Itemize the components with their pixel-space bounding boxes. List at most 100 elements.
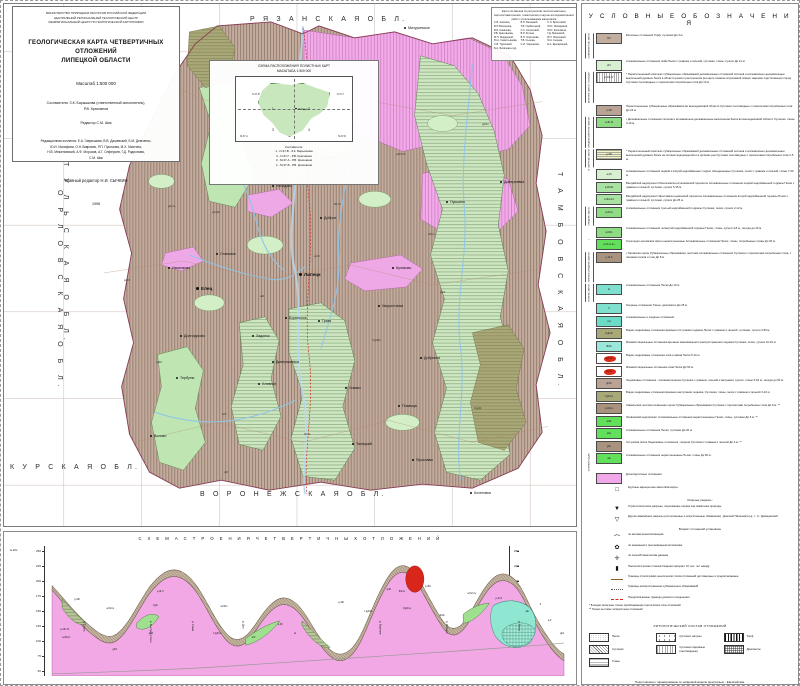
main-map[interactable]: Р Я З А Н С К А Я О Б Л. Т У Л Ь С К А Я… [3,3,577,527]
legend-panel[interactable]: У С Л О В Н Ы Е О Б О З Н А Ч Е Н И Я СО… [581,3,799,685]
legend-symbol-row[interactable]: □ Крупные карьеры вне масштаба карты. [611,486,795,494]
lithology-item: Глины [589,657,656,667]
quarry-symbol: □ [615,487,619,494]
legend-entry[interactable]: Дочетвертичные отложения. [585,472,795,484]
legend-entry-text: Аллювиальные отложения пойм Пески с грав… [626,60,746,64]
city-label: Хворостянка [377,304,404,308]
legend-strat-cell: НИЖНЕЕ ЗВЕНО [585,283,594,302]
legend-entry[interactable]: a,lIIIvld Валдайский надгоризонт Мончалов… [585,181,795,193]
legend-entry[interactable]: aIIlk Лихвинский надгоризонт Аллювиальные… [585,415,795,427]
unit-index-label: pIII [224,470,229,474]
legend-entry[interactable]: f,lgIIdn Водно-ледниковые отложения време… [585,328,795,339]
credit-name: В.И. Ковалева, [494,28,512,32]
legend-entry-text: Ледниковые отложения - основная морена С… [626,378,784,382]
cross-section-river-label: р. Сосна [82,621,86,632]
oblast-label-ryazan: Р Я З А Н С К А Я О Б Л. [250,16,408,23]
legend-swatch: p,dIII [596,149,622,161]
legend-strat-cell: I [588,239,591,241]
cross-section-unit-label: p,dIII [424,584,431,588]
legend-entry[interactable]: aIIs Аллювиальные отложения Пески, суглин… [585,428,795,439]
lithology-label: Пески [612,635,620,639]
legend-entry[interactable]: НИЖНЕЕ-СРЕДНЕЕ ЗВЕНЬЯ p,dI-II • Горовская … [585,251,795,283]
legend-swatch: p,dIIms [596,403,622,414]
legend-swatch: a,lIIms-dn [596,239,622,251]
inset-corner-se: M-37-Б [338,134,346,138]
legend-symbol-row[interactable]: ⌒ по мелким млекопитающим [611,533,795,542]
paleomagnetic-symbol: ✛ [614,555,620,562]
cross-section-unit-label: f,lgIIms [402,606,412,610]
legend-entry[interactable]: ЭОПЛЕЙСТОЦЕН aE Аллювиальные отложения нер… [585,453,795,471]
legend-entry[interactable]: СРЕДНЕЕ ЗВЕНО a,lIIms Аллювиальные отложен… [585,206,795,226]
legend-swatch-index: a,lIIms-dn [603,243,615,247]
legend-entry[interactable]: flIIdn Флювиогляциальные отложения времен… [585,340,795,352]
legend-line-row[interactable]: Границы распространения субаэральных обр… [611,585,795,593]
cross-section-y-tick: 175 [36,594,45,598]
legend-swatch: aE [596,453,622,464]
cross-section-title: С Х Е М А С Т Р О Е Н И Я Ч Е Т В Е Р Т … [138,536,442,541]
legend-entry[interactable]: gIIs Сетунская свита Ледниковые отложения… [585,440,795,452]
legend-symbol-row[interactable]: ▼ Стратотипические разрезы, подлежащие ох… [611,505,795,513]
legend-entry[interactable]: gIIdn Ледниковые отложения - основная мор… [585,378,795,389]
legend-entry[interactable]: ВЕРХНЕЕ ЗВЕНО p,dIII * Нерасчлененный комп… [585,149,795,168]
legend-entry[interactable]: III a,lIII Аллювиальные отложения первой и… [585,169,795,181]
legend-entry-text: Озерные отложения Глины, диатомиты До 25… [626,303,688,307]
legend-entry-text: Водно-ледниковые отложения озов и камов … [626,353,701,357]
legend-entry[interactable]: fgIIms Водно-ледниковые отложения озов и … [585,353,795,364]
city-label: Липецк [299,272,321,277]
legend-swatch-index: p,dIII [606,153,612,157]
legend-swatch-index: a,dII-III [604,121,614,125]
unit-index-label: a,lIV [314,254,321,258]
legend-swatch-index: aIIlk [606,419,612,423]
city-label: Мичуринское [403,26,431,30]
lithology-label: Торф [746,635,754,639]
cross-section-unit-label: a,lIIdn [220,605,228,609]
legend-entry[interactable]: aIV Аллювиальные отложения пойм Пески с г… [585,59,795,71]
legend-swatch-index: gIIs [606,444,612,448]
legend-entry[interactable]: a,lIIdn Аллювиальные отложения четвертой … [585,226,795,238]
reference-section-symbol: ▽ [614,516,620,523]
legend-symbol-row[interactable]: ▮ Палеолитическая стоянка Гагарино (возра… [611,565,795,573]
cross-section-unit-label: lI [539,603,542,607]
cross-section-unit-label: м абс. [10,548,19,552]
cross-section-y-tick: 225 [510,564,520,568]
chief-editor-line: Главный редактор Н.И. СЫЧКИН [64,178,128,184]
legend-entry[interactable]: СРЕДНЕЕ-ВЕРХНЕЕ ЗВЕНЬЯ a,dII-III • Делювиа… [585,117,795,148]
legend-footnotes: * В индекс включены только преобладающие… [585,604,795,612]
legend-entry-text: Савальская лессово-почвенная серия Субаэ… [626,403,780,407]
legend-entry[interactable]: fIIms Флювиогляциальные отложения озов Пе… [585,365,795,377]
legend-line-row[interactable]: Предполагаемые границы донского оледенен… [611,596,795,604]
legend-entry[interactable]: p,dIII Нерасчлененные субаэральные образо… [585,104,795,116]
inset-quadrant-4: 4 [308,127,310,132]
legend-symbol-row[interactable]: ✿ по наземным и пресноводным моллюскам [611,544,795,552]
legend-swatch-index: fgIIms [605,357,613,360]
credit-name: В.Н. Беляевой, [520,21,539,25]
unit-index-label: gIIdn [482,122,489,126]
legend-symbol-row[interactable]: ▽ Другие важнейшие разрезы (естественные … [611,515,795,523]
legend-entry[interactable]: f,lgIIms Водно-ледниковые отложения време… [585,390,795,402]
credit-name: Ю.А. Севостьянова, [494,39,518,43]
legend-swatch-index: f,lgIIms [604,394,614,398]
legend-entry[interactable]: НИЖНЕЕ ЗВЕНО aI Аллювиальные отложения Пес… [585,283,795,302]
subaerial-boundary-line [611,585,623,593]
legend-entry[interactable]: ВЕРХНЕЕ ЗВЕНО - ГОЛОЦЕН p,dIII-IV * Нерасч… [585,72,795,104]
legend-entry[interactable]: lI Озерные отложения Глины, диатомиты До … [585,303,795,314]
legend-line-text: Границы стратиграфо-генетических типов о… [628,575,739,579]
board-line1: Редакционная коллегия: Е.А. Гаврюшова, В… [40,139,152,144]
legend-entry[interactable]: p,dIIms Савальская лессово-почвенная сери… [585,403,795,414]
credit-name: С.И. Чаренкова, [520,43,540,46]
legend-swatch-index: p,dI-II [605,255,613,259]
legend-swatch: f,lgIIms [596,390,622,402]
legend-line-row[interactable]: Границы стратиграфо-генетических типов о… [611,575,795,583]
legend-entry[interactable]: СОВРЕМЕННОЕ ЗВЕНО blV Болотные отложения Т… [585,33,795,59]
cross-section-panel[interactable]: С Х Е М А С Т Р О Е Н И Я Ч Е Т В Е Р Т … [3,531,577,685]
legend-entry[interactable]: a,lI Аллювиальные и озерные отложения. [585,315,795,327]
legend-swatch-index: aIV [607,63,611,67]
unit-index-label: p,lQIII [212,210,221,214]
legend-symbol-row[interactable]: ✛ по палеоботаническим данным [611,554,795,562]
inset-compiler-1: 1 - N-37-В - З.К. Барышкова [275,149,313,154]
lithology-swatch [723,645,744,655]
stratotype-symbol: ▼ [614,505,620,512]
legend-entry[interactable]: a,lIIIvd-2 Валдайский надгоризонт Ярослав… [585,194,795,206]
kame-body [405,565,425,593]
